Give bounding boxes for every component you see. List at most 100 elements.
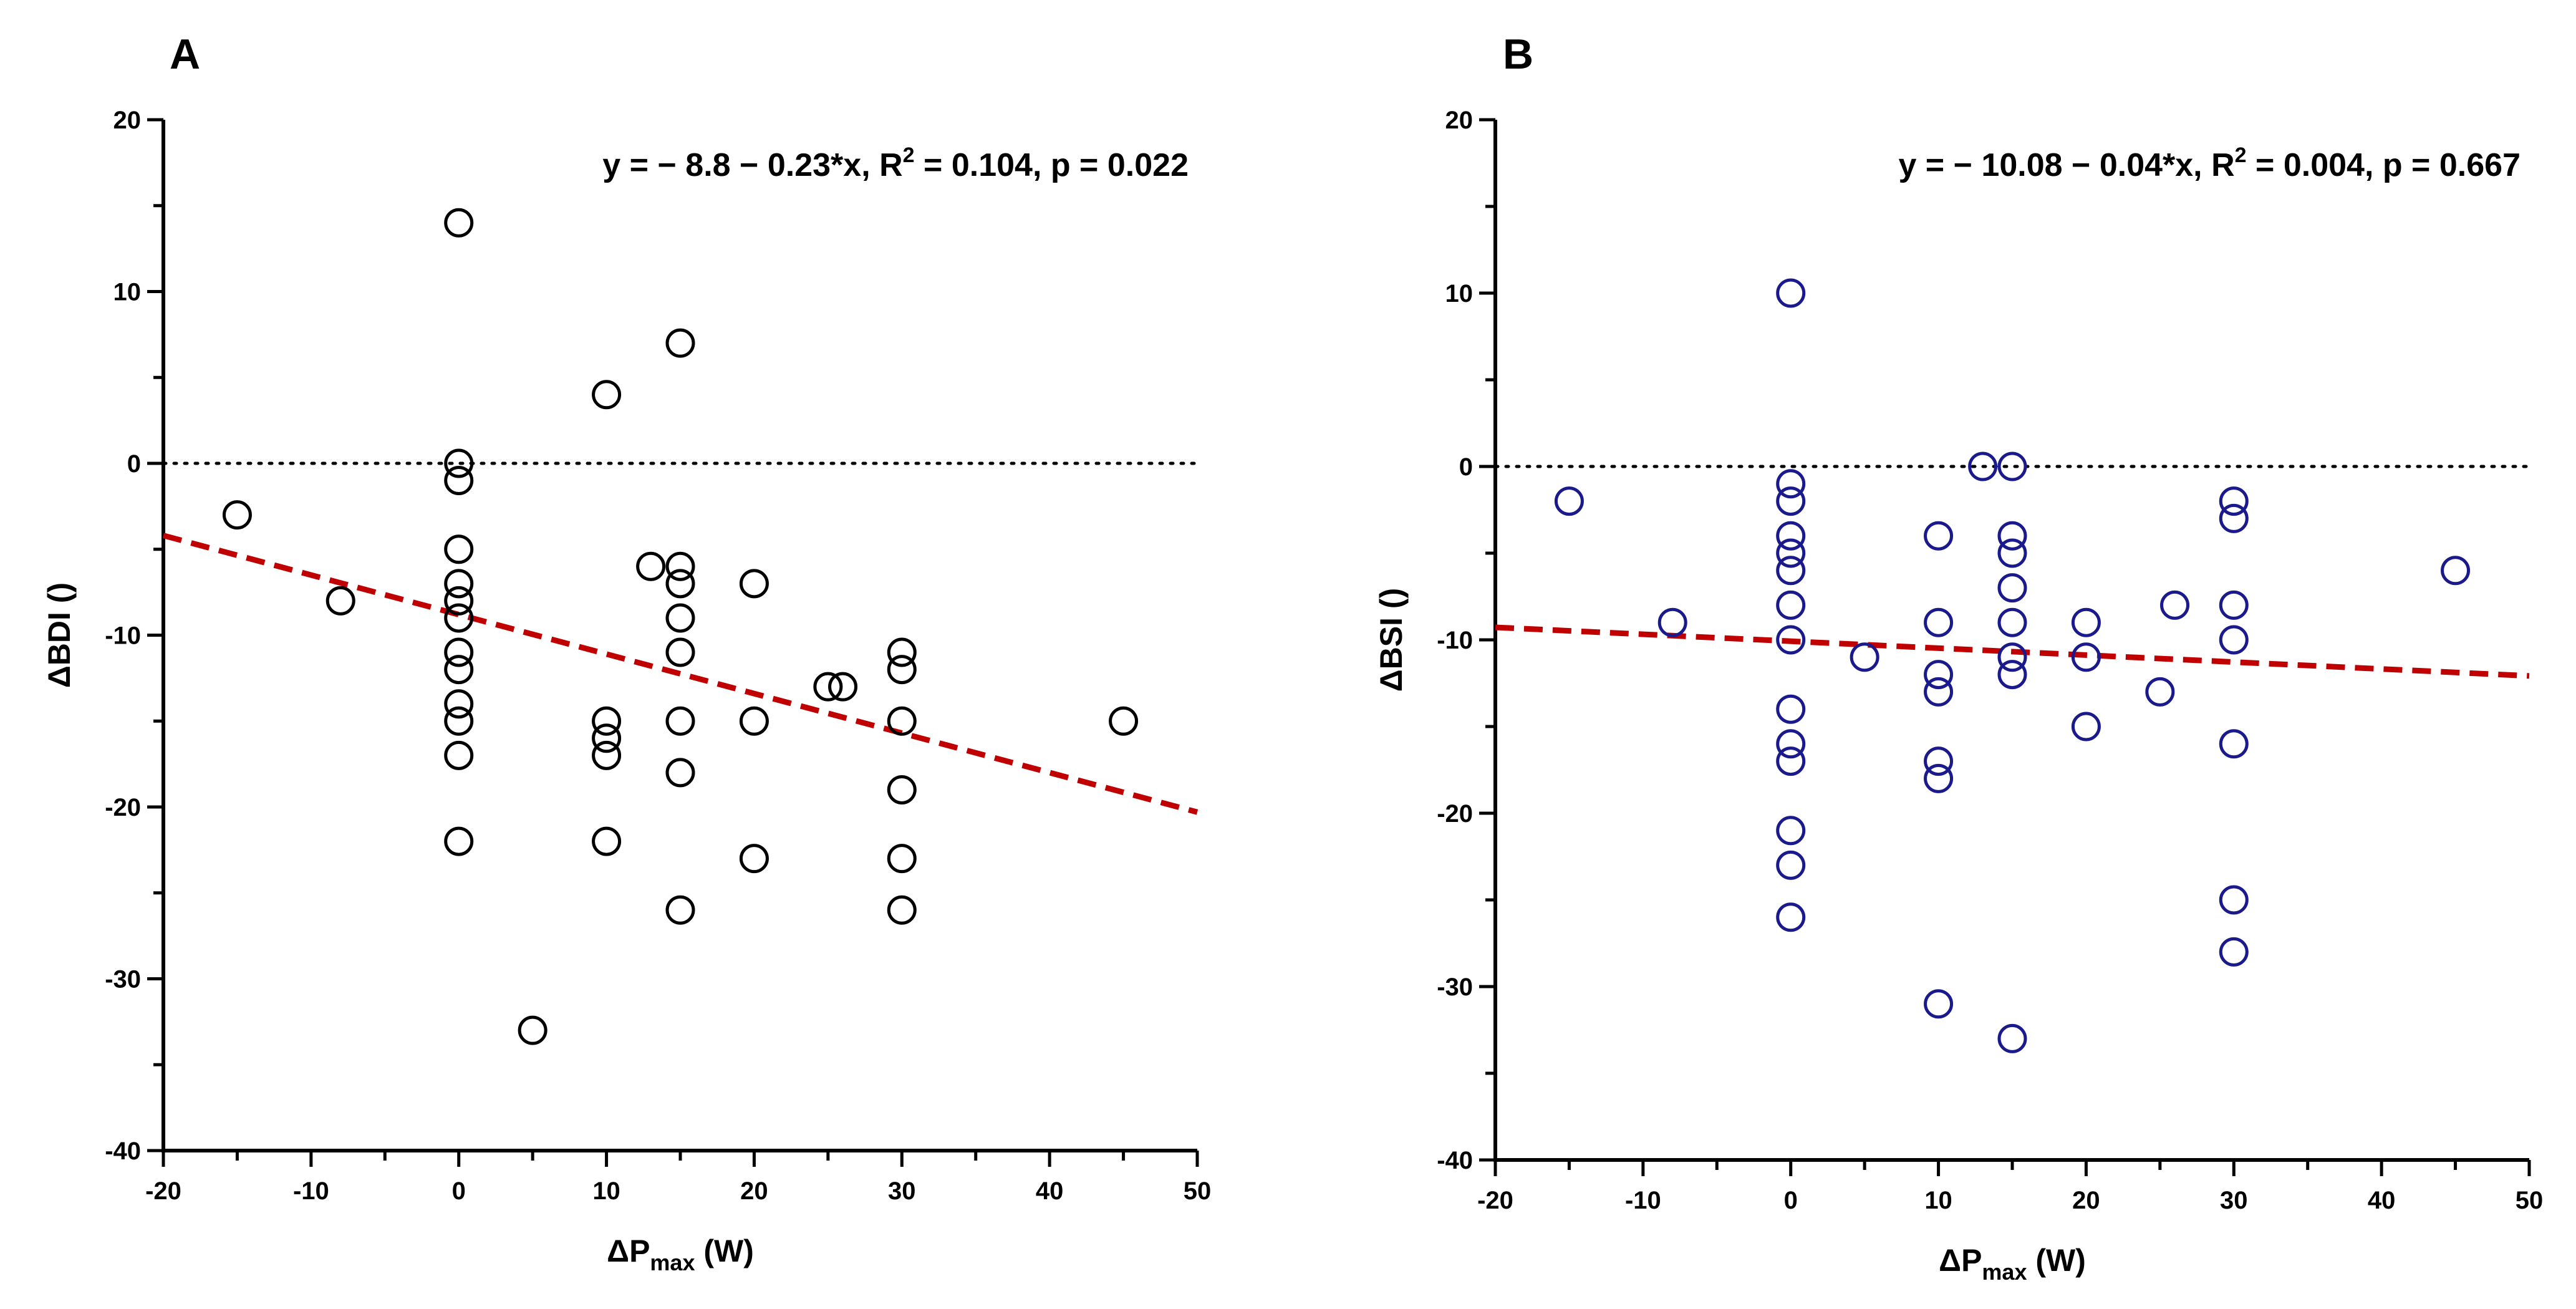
data-point [444, 689, 474, 719]
data-point [592, 826, 622, 856]
data-point [1924, 677, 1954, 707]
data-point [739, 706, 769, 736]
data-point [1997, 452, 2027, 481]
x-tick-label: 10 [1924, 1187, 1952, 1214]
data-point [887, 655, 917, 685]
data-point [592, 723, 622, 753]
data-point [1924, 989, 1954, 1019]
equation-text: y = − 10.08 − 0.04*x, R [1898, 147, 2234, 183]
y-tick-label: -10 [105, 622, 141, 650]
data-point [1776, 625, 1806, 655]
x-axis-title-main: ΔP [1939, 1243, 1982, 1278]
data-point [1554, 486, 1584, 516]
y-tick-label: 20 [113, 107, 142, 134]
data-point [444, 466, 474, 496]
equation-text: y = − 8.8 − 0.23*x, R [602, 147, 902, 183]
data-point [592, 740, 622, 770]
data-point [518, 1015, 548, 1045]
data-point [592, 380, 622, 410]
data-point [813, 672, 843, 702]
data-point [1776, 902, 1806, 932]
data-point [665, 569, 695, 599]
data-point [444, 655, 474, 685]
y-tick-label: 10 [113, 279, 142, 306]
y-tick-label: 0 [1459, 453, 1473, 481]
data-point [1997, 538, 2027, 568]
regression-equation: y = − 10.08 − 0.04*x, R2 = 0.004, p = 0.… [1898, 143, 2521, 183]
y-tick-label: -30 [1437, 973, 1473, 1001]
data-point [326, 586, 355, 616]
data-point [1924, 746, 1954, 776]
data-point [444, 637, 474, 667]
x-axis-title: ΔPmax (W) [1939, 1243, 2086, 1285]
data-point [1776, 538, 1806, 568]
data-point [1997, 521, 2027, 551]
data-point [665, 758, 695, 788]
x-tick-label: -10 [293, 1177, 329, 1205]
y-tick-label: 20 [1445, 107, 1474, 134]
data-point [222, 500, 252, 530]
data-point [1924, 521, 1954, 551]
data-point [665, 706, 695, 736]
data-point [1997, 607, 2027, 637]
data-point [1997, 660, 2027, 690]
x-axis-title-main: ΔP [607, 1234, 650, 1268]
data-point [1776, 746, 1806, 776]
equation-superscript: 2 [2235, 143, 2247, 167]
x-tick-label: -20 [145, 1177, 181, 1205]
equation-stats: = 0.104, p = 0.022 [915, 147, 1189, 183]
y-tick-label: 0 [127, 450, 141, 478]
x-tick-label: 20 [740, 1177, 768, 1205]
equation-stats: = 0.004, p = 0.667 [2247, 147, 2521, 183]
x-axis-title-unit: (W) [695, 1234, 753, 1268]
data-point [665, 895, 695, 925]
x-tick-label: 50 [1184, 1177, 1212, 1205]
panel-b: B -20 -10 0 10 20 30 40 50 -40 -30 -20 -10 0 10 20 ΔPmax… [1374, 31, 2543, 1285]
y-tick-label: -40 [105, 1138, 141, 1165]
data-point [887, 706, 917, 736]
x-axis-title-subscript: max [650, 1250, 695, 1275]
x-tick-label: 20 [2072, 1187, 2100, 1214]
data-point [444, 603, 474, 633]
x-tick-label: 40 [1036, 1177, 1064, 1205]
data-point [444, 569, 474, 599]
data-point [1776, 590, 1806, 620]
data-point [2071, 607, 2101, 637]
data-point [1776, 486, 1806, 516]
x-tick-label: 0 [452, 1177, 466, 1205]
data-point [1109, 706, 1139, 736]
x-tick-label: 30 [2220, 1187, 2248, 1214]
data-point [1968, 452, 1998, 481]
data-point [1776, 521, 1806, 551]
y-tick-label: 10 [1445, 280, 1474, 307]
data-point [1924, 763, 1954, 793]
data-point [444, 706, 474, 736]
data-point [887, 637, 917, 667]
data-point [2219, 503, 2249, 533]
data-point [1776, 469, 1806, 499]
data-point [444, 740, 474, 770]
data-point [1776, 556, 1806, 586]
data-point [2071, 712, 2101, 741]
data-point [739, 844, 769, 874]
data-point [1657, 607, 1687, 637]
y-tick-label: -10 [1437, 627, 1473, 654]
data-point [1776, 729, 1806, 759]
data-point [2145, 677, 2175, 707]
y-axis-title: ΔBDI () [42, 582, 77, 688]
data-point [1997, 573, 2027, 603]
equation-superscript: 2 [903, 143, 915, 167]
data-point [665, 551, 695, 581]
data-point [444, 208, 474, 238]
panel-letter: A [170, 31, 200, 78]
data-point [887, 895, 917, 925]
data-point [2071, 642, 2101, 672]
x-tick-label: 10 [592, 1177, 620, 1205]
data-point [1997, 1023, 2027, 1053]
y-tick-label: -40 [1437, 1147, 1473, 1174]
data-point [444, 586, 474, 616]
x-axis-title-subscript: max [1982, 1259, 2027, 1285]
data-point [1850, 642, 1879, 672]
data-point [2219, 486, 2249, 516]
y-tick-label: -30 [105, 966, 141, 993]
